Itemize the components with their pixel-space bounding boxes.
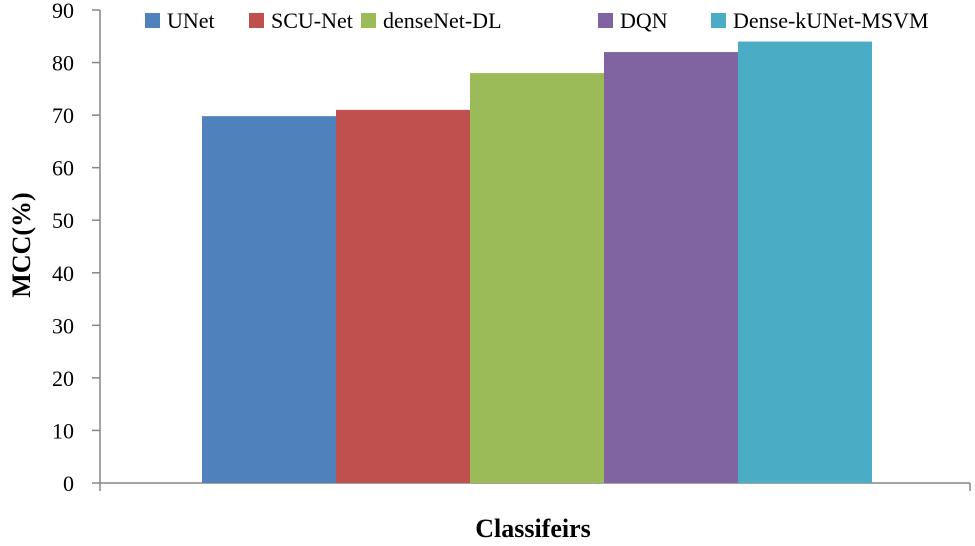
y-tick-label: 10 xyxy=(52,418,74,443)
legend-label: SCU-Net xyxy=(271,8,353,33)
y-tick-label: 0 xyxy=(63,471,74,496)
y-tick-label: 40 xyxy=(52,261,74,286)
y-tick-label: 50 xyxy=(52,208,74,233)
y-axis: 0 10 20 30 40 50 60 70 80 90 xyxy=(52,0,101,496)
y-tick-label: 60 xyxy=(52,156,74,181)
x-axis-title: Classifeirs xyxy=(475,514,591,543)
legend-swatch xyxy=(598,13,613,28)
bar-densenet-dl xyxy=(470,73,604,484)
x-axis xyxy=(99,482,971,491)
bars xyxy=(202,41,872,484)
legend-swatch xyxy=(249,13,264,28)
legend-swatch xyxy=(145,13,160,28)
legend-label: UNet xyxy=(167,8,215,33)
legend-label: denseNet-DL xyxy=(383,8,502,33)
y-tick-label: 30 xyxy=(52,313,74,338)
y-tick-label: 70 xyxy=(52,103,74,128)
y-tick-label: 20 xyxy=(52,366,74,391)
y-axis-title: MCC(%) xyxy=(7,192,36,297)
bar-scu-net xyxy=(336,109,470,483)
legend-label: DQN xyxy=(620,8,668,33)
legend-swatch xyxy=(361,13,376,28)
legend: UNet SCU-Net denseNet-DL DQN Dense-kUNet-MSV… xyxy=(145,8,929,33)
bar-unet xyxy=(202,116,336,483)
y-tick-label: 80 xyxy=(52,51,74,76)
legend-swatch xyxy=(711,13,726,28)
bar-dense-kunet-msvm xyxy=(738,41,872,484)
legend-label: Dense-kUNet-MSVM xyxy=(733,8,929,33)
y-tick-label: 90 xyxy=(52,0,74,23)
bar-dqn xyxy=(604,52,738,484)
